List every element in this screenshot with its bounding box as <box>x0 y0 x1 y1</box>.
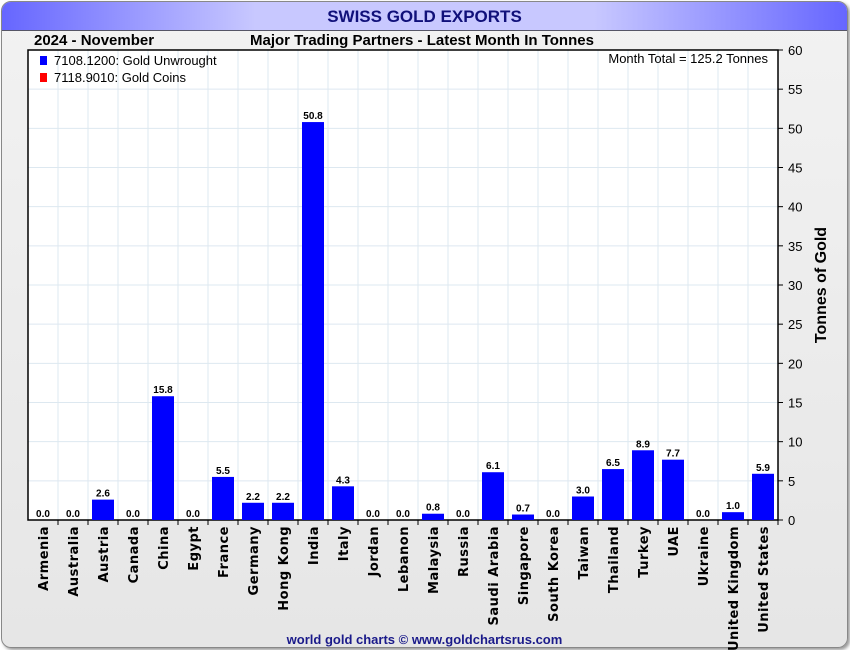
y-tick-label: 35 <box>788 239 802 254</box>
data-label: 3.0 <box>576 486 590 497</box>
data-label: 1.0 <box>726 501 740 512</box>
legend-swatch <box>40 73 47 82</box>
bar <box>212 476 234 520</box>
data-label: 5.5 <box>216 466 230 477</box>
title-bar: SWISS GOLD EXPORTS <box>2 2 847 31</box>
x-tick-label: UAE <box>667 526 682 557</box>
x-tick-label: United States <box>757 526 772 633</box>
y-tick-label: 0 <box>788 513 795 528</box>
legend-label: 7108.1200: Gold Unwrought <box>54 53 217 68</box>
bar <box>302 122 324 521</box>
x-tick-label: Canada <box>127 526 142 583</box>
x-tick-label: Australia <box>67 526 82 597</box>
x-tick-label: India <box>307 526 322 565</box>
y-tick-label: 20 <box>788 356 802 371</box>
bar <box>152 396 174 520</box>
bar <box>722 512 744 520</box>
y-tick-label: 45 <box>788 161 802 176</box>
y-tick-label: 30 <box>788 278 802 293</box>
bar <box>632 450 654 520</box>
x-tick-label: China <box>157 526 172 570</box>
y-tick-label: 50 <box>788 121 802 136</box>
x-tick-label: Austria <box>97 526 112 582</box>
bar <box>512 514 534 520</box>
data-label: 8.9 <box>636 439 650 450</box>
data-label: 2.6 <box>96 489 110 500</box>
data-label: 4.3 <box>336 475 350 486</box>
x-tick-label: Lebanon <box>397 526 412 592</box>
x-tick-label: Singapore <box>517 526 532 605</box>
x-tick-label: Taiwan <box>577 526 592 579</box>
y-axis-title: Tonnes of Gold <box>813 227 830 343</box>
chart-title: SWISS GOLD EXPORTS <box>327 7 522 26</box>
x-tick-label: Armenia <box>37 526 52 591</box>
x-tick-label: Ukraine <box>697 526 712 586</box>
x-tick-label: Russia <box>457 526 472 577</box>
data-label: 0.7 <box>516 504 530 515</box>
y-tick-label: 5 <box>788 474 795 489</box>
legend-label: 7118.9010: Gold Coins <box>54 70 187 85</box>
data-label: 0.0 <box>36 509 50 520</box>
bar <box>572 496 594 520</box>
x-tick-label: Saudi Arabia <box>487 526 502 625</box>
data-label: 0.8 <box>426 503 440 514</box>
bar <box>92 499 114 520</box>
bar <box>242 502 264 520</box>
data-label: 15.8 <box>153 385 173 396</box>
data-label: 6.1 <box>486 461 500 472</box>
bar <box>602 469 624 520</box>
data-label: 0.0 <box>546 509 560 520</box>
x-tick-label: Jordan <box>367 526 382 578</box>
x-tick-label: Hong Kong <box>277 526 292 611</box>
data-label: 0.0 <box>186 509 200 520</box>
bar <box>332 486 354 520</box>
bar <box>272 502 294 520</box>
bar <box>422 513 444 520</box>
data-label: 2.2 <box>276 492 290 503</box>
x-tick-label: Italy <box>337 526 352 561</box>
data-label: 0.0 <box>456 509 470 520</box>
y-tick-label: 55 <box>788 82 802 97</box>
y-tick-label: 60 <box>788 43 802 58</box>
y-tick-label: 10 <box>788 435 802 450</box>
data-label: 0.0 <box>396 509 410 520</box>
y-tick-label: 40 <box>788 200 802 215</box>
data-label: 5.9 <box>756 463 770 474</box>
x-tick-label: United Kingdom <box>727 526 742 650</box>
footer-credit: world gold charts © www.goldchartsrus.co… <box>286 632 563 647</box>
y-tick-label: 25 <box>788 317 802 332</box>
month-total-annotation: Month Total = 125.2 Tonnes <box>608 51 768 66</box>
legend-swatch <box>40 56 47 65</box>
data-label: 0.0 <box>126 509 140 520</box>
data-label: 50.8 <box>303 111 323 122</box>
chart-subtitle: Major Trading Partners - Latest Month In… <box>250 32 594 49</box>
x-tick-label: Malaysia <box>427 526 442 594</box>
data-label: 0.0 <box>66 509 80 520</box>
y-tick-label: 15 <box>788 396 802 411</box>
x-tick-label: Turkey <box>637 526 652 578</box>
x-tick-label: Thailand <box>607 526 622 593</box>
bar <box>752 473 774 520</box>
data-label: 0.0 <box>696 509 710 520</box>
bar <box>482 472 504 520</box>
x-tick-label: Egypt <box>187 526 202 571</box>
data-label: 2.2 <box>246 492 260 503</box>
bar <box>662 459 684 520</box>
data-label: 0.0 <box>366 509 380 520</box>
x-tick-label: Germany <box>247 526 262 595</box>
data-label: 6.5 <box>606 458 620 469</box>
period-label: 2024 - November <box>34 32 155 49</box>
x-tick-label: South Korea <box>547 526 562 622</box>
data-label: 7.7 <box>666 449 680 460</box>
x-tick-label: France <box>217 526 232 578</box>
plot-border <box>27 49 779 521</box>
